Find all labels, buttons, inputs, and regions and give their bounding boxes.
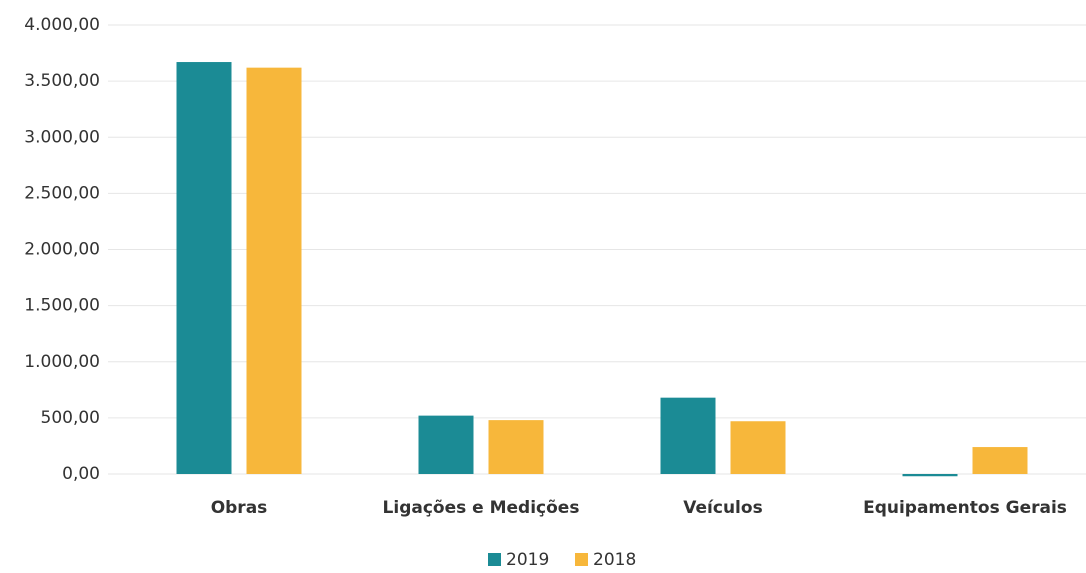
- legend-label: 2019: [506, 550, 549, 569]
- bar: [488, 420, 544, 474]
- y-tick-label: 3.000,00: [24, 127, 100, 147]
- bar: [730, 421, 786, 474]
- y-tick-label: 2.000,00: [24, 240, 100, 260]
- bar: [418, 415, 474, 474]
- x-tick-label: Ligações e Medições: [383, 498, 580, 518]
- y-tick-label: 3.500,00: [24, 71, 100, 91]
- bar: [902, 474, 958, 477]
- bar: [660, 397, 716, 474]
- x-tick-label: Veículos: [683, 498, 762, 518]
- x-tick-label: Obras: [211, 498, 268, 518]
- bar: [972, 447, 1028, 474]
- legend-label: 2018: [593, 550, 636, 569]
- legend-swatch: [575, 553, 588, 566]
- legend-swatch: [488, 553, 501, 566]
- y-tick-label: 1.500,00: [24, 296, 100, 316]
- bar: [176, 62, 232, 474]
- y-tick-label: 2.500,00: [24, 183, 100, 203]
- x-tick-label: Equipamentos Gerais: [863, 498, 1067, 518]
- y-tick-label: 0,00: [62, 464, 100, 484]
- bar: [246, 67, 302, 474]
- y-tick-label: 1.000,00: [24, 352, 100, 372]
- y-tick-label: 500,00: [41, 408, 100, 428]
- y-tick-label: 4.000,00: [24, 15, 100, 35]
